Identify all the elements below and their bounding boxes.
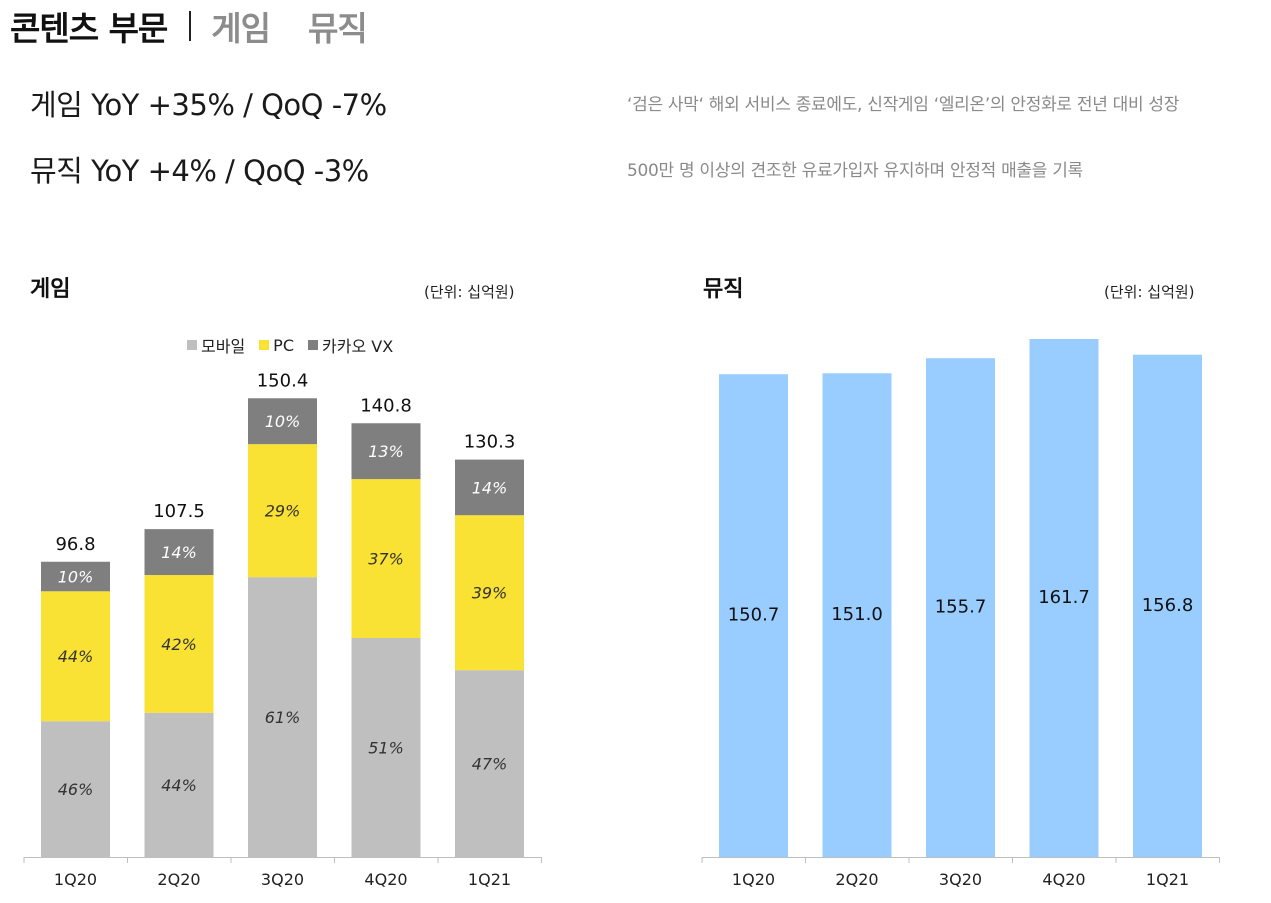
- music-chart-unit: (단위: 십억원): [1104, 283, 1195, 301]
- music-bar: [719, 374, 788, 857]
- legend-label-vx: 카카오 VX: [322, 337, 394, 356]
- game-segment-label: 39%: [472, 584, 508, 603]
- music-chart-title: 뮤직: [703, 277, 744, 302]
- game-bar-mobile: [41, 721, 110, 857]
- game-total-label: 107.5: [153, 501, 205, 522]
- game-bar-mobile: [351, 637, 421, 857]
- kpi-game-description: ‘검은 사막‘ 해외 서비스 종료에도, 신작게임 ‘엘리온’의 안정화로 전년…: [627, 95, 1180, 115]
- tab-game[interactable]: 게임: [211, 9, 271, 48]
- game-category-label: 4Q20: [364, 870, 407, 889]
- legend-swatch-vx: [308, 340, 318, 350]
- music-category-label: 3Q20: [939, 870, 982, 889]
- legend-label-pc: PC: [273, 335, 294, 355]
- music-value-label: 156.8: [1142, 595, 1194, 616]
- music-value-label: 151.0: [831, 604, 883, 625]
- game-segment-label: 44%: [161, 776, 197, 795]
- game-total-label: 130.3: [464, 432, 516, 453]
- game-chart-unit: (단위: 십억원): [424, 283, 515, 301]
- tab-music[interactable]: 뮤직: [308, 9, 368, 48]
- game-segment-label: 37%: [368, 550, 404, 569]
- game-segment-label: 10%: [58, 568, 94, 587]
- game-category-label: 2Q20: [157, 870, 200, 889]
- game-segment-label: 42%: [161, 635, 197, 654]
- game-bar-mobile: [248, 577, 317, 857]
- music-value-label: 161.7: [1038, 587, 1090, 608]
- game-segment-label: 47%: [472, 755, 508, 774]
- legend-swatch-mobile: [187, 340, 197, 350]
- game-segment-label: 10%: [265, 412, 301, 431]
- music-value-label: 150.7: [728, 605, 780, 626]
- game-total-label: 150.4: [257, 370, 309, 391]
- game-segment-label: 61%: [265, 708, 301, 727]
- music-value-label: 155.7: [935, 597, 987, 618]
- kpi-music-description: 500만 명 이상의 견조한 유료가입자 유지하며 안정적 매출을 기록: [627, 161, 1083, 181]
- legend-swatch-pc: [259, 340, 270, 350]
- game-segment-label: 29%: [265, 502, 301, 521]
- music-category-label: 1Q20: [732, 870, 775, 889]
- kpi-game: 게임 YoY +35% / QoQ -7%: [30, 88, 387, 122]
- game-segment-label: 44%: [58, 647, 94, 666]
- game-category-label: 1Q21: [468, 870, 511, 889]
- game-bar-pc: [144, 575, 214, 713]
- legend-label-mobile: 모바일: [201, 337, 246, 356]
- music-bar: [1029, 339, 1099, 857]
- page-title: 콘텐츠 부문: [10, 9, 168, 48]
- game-total-label: 140.8: [360, 395, 412, 416]
- game-segment-label: 51%: [368, 738, 404, 757]
- game-bar-vx: [351, 423, 421, 480]
- game-bar-vx: [455, 459, 524, 516]
- game-total-label: 96.8: [55, 534, 95, 555]
- music-category-label: 4Q20: [1042, 870, 1085, 889]
- music-category-label: 1Q21: [1146, 870, 1189, 889]
- game-segment-label: 46%: [58, 780, 94, 799]
- game-category-label: 3Q20: [261, 870, 304, 889]
- game-bar-pc: [41, 591, 110, 722]
- game-chart-legend: 모바일 PC 카카오 VX: [187, 333, 407, 357]
- game-segment-label: 14%: [472, 478, 508, 497]
- game-bar-pc: [351, 479, 421, 638]
- game-bar-pc: [455, 515, 524, 671]
- game-bar-mobile: [144, 712, 214, 857]
- game-bar-vx: [144, 529, 214, 576]
- game-bar-vx: [41, 561, 110, 592]
- game-bar-pc: [248, 444, 317, 578]
- game-segment-label: 13%: [368, 442, 404, 461]
- game-bar-vx: [248, 398, 317, 445]
- legend-item-mobile: 모바일: [187, 333, 245, 357]
- page-header: 콘텐츠 부문 게임 뮤직: [10, 4, 405, 48]
- music-bar: [822, 373, 892, 857]
- music-bar: [1133, 354, 1202, 857]
- music-bar: [926, 358, 995, 857]
- music-category-label: 2Q20: [835, 870, 878, 889]
- game-bar-mobile: [455, 670, 524, 857]
- game-segment-label: 14%: [161, 543, 197, 562]
- legend-item-pc: PC: [259, 336, 294, 355]
- legend-item-vx: 카카오 VX: [308, 333, 393, 357]
- game-chart-title: 게임: [30, 277, 71, 302]
- kpi-music: 뮤직 YoY +4% / QoQ -3%: [30, 154, 369, 188]
- game-category-label: 1Q20: [54, 870, 97, 889]
- header-divider: [189, 11, 192, 41]
